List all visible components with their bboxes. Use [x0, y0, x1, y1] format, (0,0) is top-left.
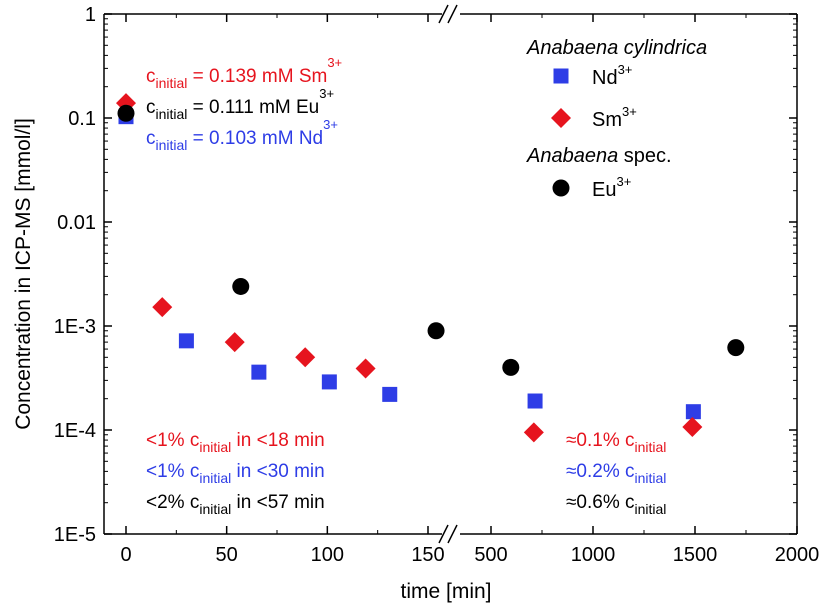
axis-break-mark	[438, 524, 449, 544]
legend-heading: Anabaena cylindrica	[526, 37, 707, 59]
axis-break-mark	[438, 4, 449, 24]
legend-marker-eu	[552, 179, 570, 197]
legend-heading: Anabaena spec.	[526, 145, 672, 167]
data-point-nd	[382, 386, 398, 402]
annotation-initial-concentration: cinitial = 0.111 mM Eu3+	[146, 86, 334, 122]
annotation-early-removal: <2% cinitial in <57 min	[146, 492, 325, 517]
annotations-layer: cinitial = 0.139 mM Sm3+cinitial = 0.111…	[146, 55, 666, 517]
y-tick-label: 1	[85, 4, 96, 26]
y-axis-title: Concentration in ICP-MS [mmol/l]	[12, 118, 35, 430]
annotation-early-removal: <1% cinitial in <30 min	[146, 461, 325, 486]
data-points-layer	[116, 93, 745, 443]
legend-label-eu: Eu3+	[592, 174, 631, 201]
data-point-eu	[727, 339, 745, 357]
x-tick-label: 1000	[571, 544, 616, 566]
x-tick-label: 500	[474, 544, 507, 566]
data-point-nd	[685, 404, 701, 420]
axis-break-mark	[447, 524, 458, 544]
x-tick-label: 150	[411, 544, 444, 566]
x-axis-title: time [min]	[400, 580, 491, 603]
annotation-initial-concentration: cinitial = 0.139 mM Sm3+	[146, 55, 342, 91]
x-tick-label: 2000	[775, 544, 820, 566]
plot-frame-layer: 1E-5 1E-4 1E-3 0.01 0.1 1 0 50 100 150 500 1000 1500…	[54, 4, 820, 566]
data-point-eu	[427, 322, 445, 340]
legend-marker-nd	[553, 68, 569, 84]
annotation-late-removal: ≈0.6% cinitial	[566, 492, 666, 517]
annotation-initial-concentration: cinitial = 0.103 mM Nd3+	[146, 117, 338, 153]
data-point-sm	[152, 297, 173, 318]
data-point-sm	[682, 416, 703, 437]
data-point-eu	[502, 358, 520, 376]
x-tick-label: 1500	[673, 544, 718, 566]
data-point-eu	[117, 104, 135, 122]
y-tick-label: 1E-5	[54, 524, 96, 546]
x-tick-label: 0	[120, 544, 131, 566]
y-tick-label: 1E-4	[54, 420, 96, 442]
legend-label-sm: Sm3+	[592, 104, 637, 131]
data-point-sm	[355, 358, 376, 379]
annotation-late-removal: ≈0.1% cinitial	[566, 430, 666, 455]
axis-break-mark	[447, 4, 458, 24]
legend: Anabaena cylindrica Nd3+ Sm3+ Anabaena spec…	[526, 37, 707, 201]
data-point-nd	[178, 333, 194, 349]
data-point-eu	[232, 277, 250, 295]
legend-marker-sm	[551, 108, 571, 128]
data-point-sm	[224, 332, 245, 353]
data-point-sm	[295, 347, 316, 368]
data-point-nd	[251, 364, 267, 380]
y-tick-label: 0.1	[68, 108, 96, 130]
data-point-nd	[527, 393, 543, 409]
annotation-late-removal: ≈0.2% cinitial	[566, 461, 666, 486]
y-tick-label: 1E-3	[54, 316, 96, 338]
x-tick-label: 100	[311, 544, 344, 566]
y-tick-label: 0.01	[57, 212, 96, 234]
data-point-nd	[321, 374, 337, 390]
annotation-early-removal: <1% cinitial in <18 min	[146, 430, 325, 455]
x-tick-label: 50	[216, 544, 238, 566]
data-point-sm	[523, 422, 544, 443]
legend-label-nd: Nd3+	[592, 62, 632, 89]
